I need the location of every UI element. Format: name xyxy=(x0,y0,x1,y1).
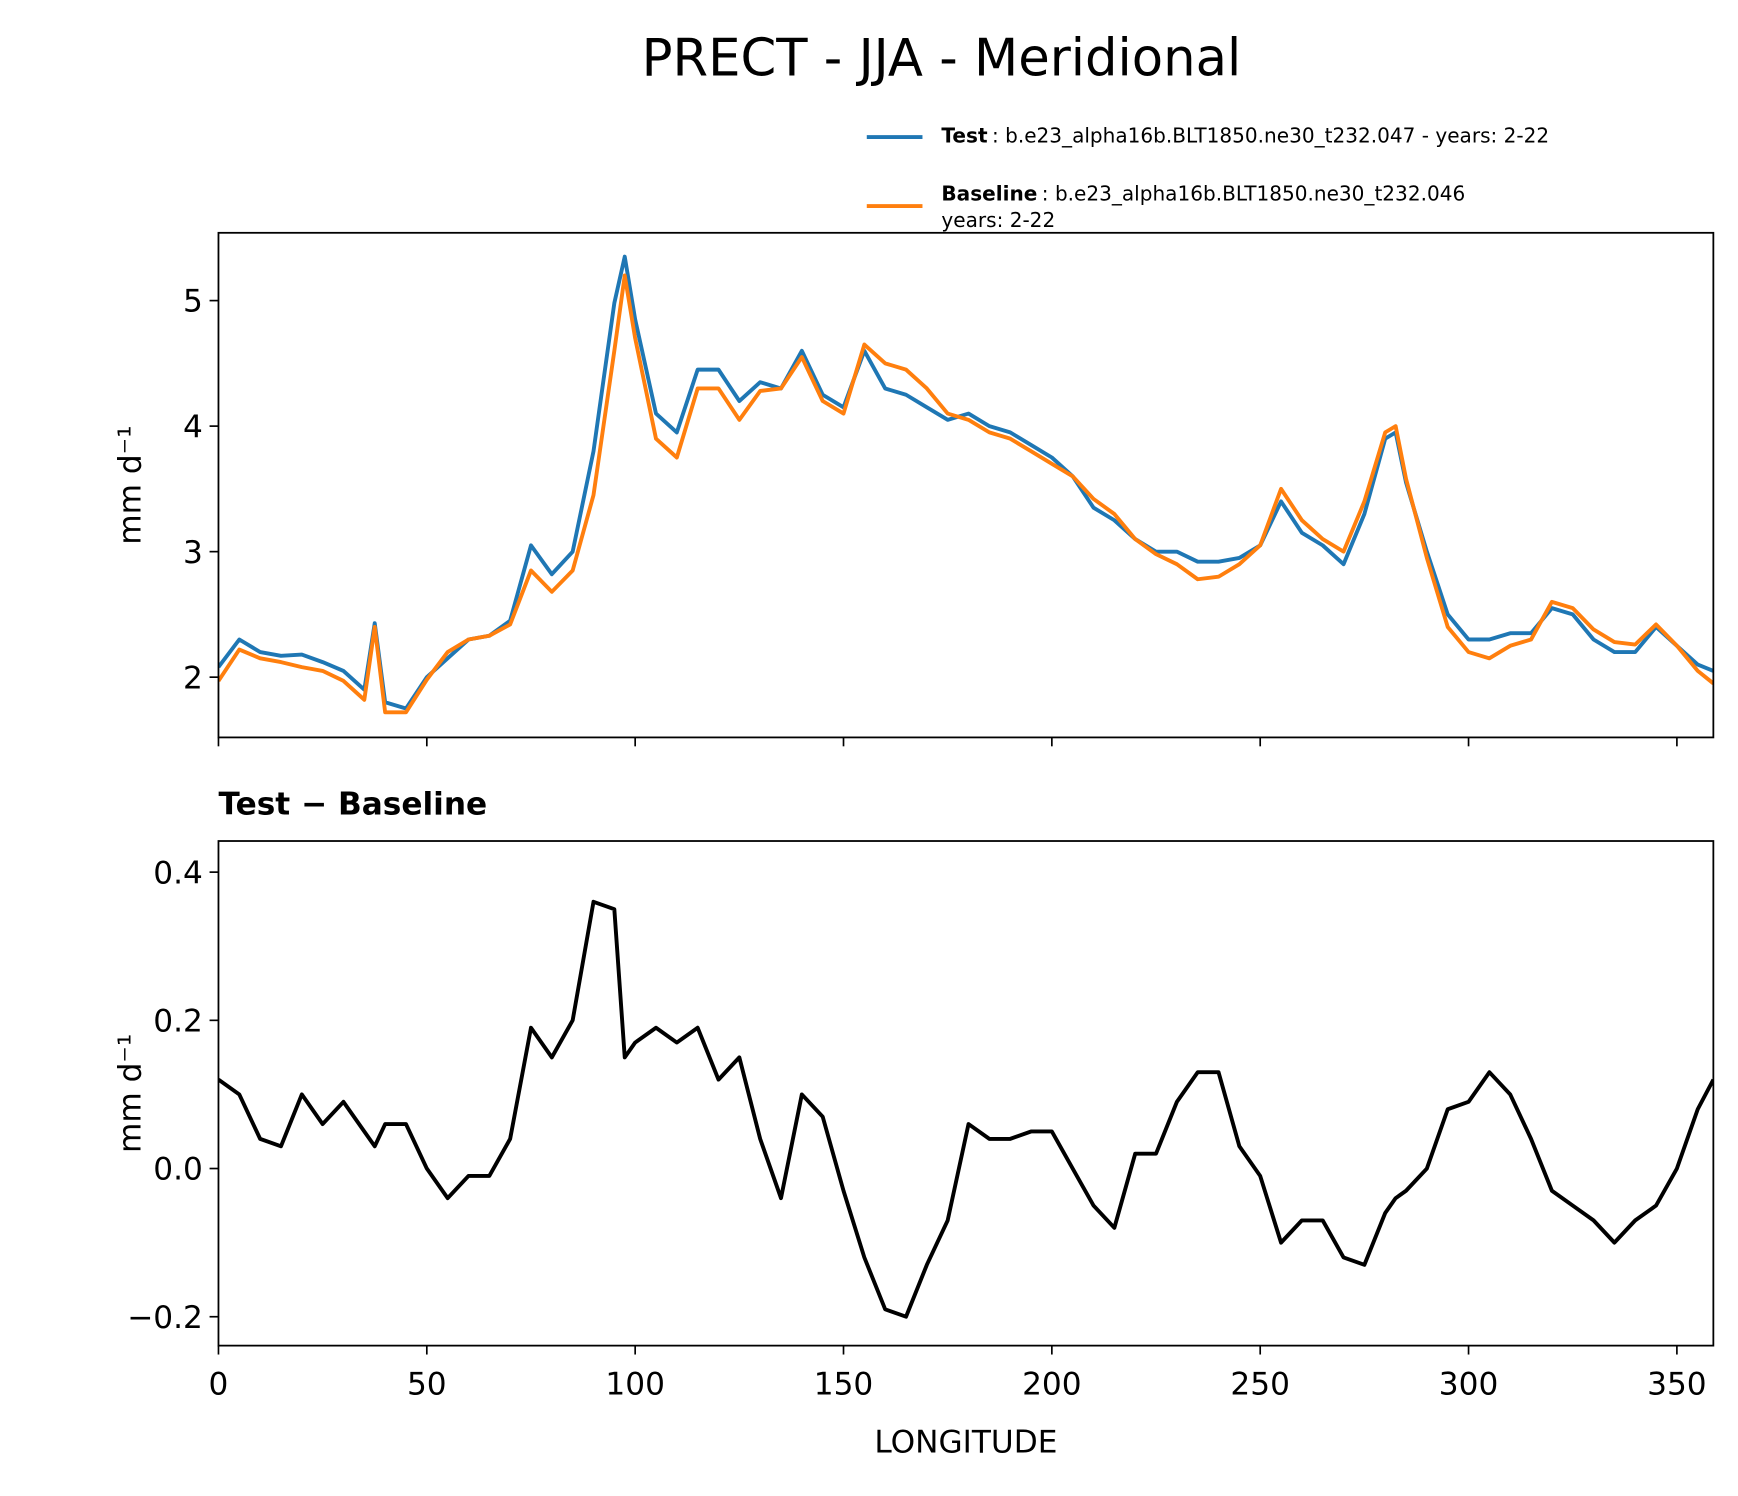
plot-area xyxy=(218,254,1714,715)
x-tick-label: 250 xyxy=(1230,1367,1290,1403)
x-tick-label: 50 xyxy=(407,1367,447,1403)
y-tick-label: 0.0 xyxy=(153,1152,203,1188)
plot-area xyxy=(218,899,1714,1319)
x-axis-label: LONGITUDE xyxy=(874,1425,1057,1461)
plot-frame xyxy=(217,840,1715,1347)
legend-description: years: 2-22 xyxy=(941,208,1055,232)
y-axis-label: mm d⁻¹ xyxy=(112,1034,148,1153)
legend-label: Baseline: b.e23_alpha16b.BLT1850.ne30_t2… xyxy=(941,182,1465,206)
plot-frame xyxy=(217,231,1715,739)
y-tick-label: 0.2 xyxy=(153,1003,203,1039)
x-tick-label: 350 xyxy=(1647,1367,1707,1403)
y-tick-label: 2 xyxy=(183,660,203,696)
legend-name: Test xyxy=(941,124,988,148)
legend-description: : b.e23_alpha16b.BLT1850.ne30_t232.046 xyxy=(1042,182,1465,206)
legend-name: Baseline xyxy=(941,182,1037,206)
legend-description: : b.e23_alpha16b.BLT1850.ne30_t232.047 -… xyxy=(992,124,1549,148)
legend-label: Test: b.e23_alpha16b.BLT1850.ne30_t232.0… xyxy=(941,124,1549,148)
y-tick-label: 4 xyxy=(183,409,203,445)
x-tick-label: 150 xyxy=(814,1367,874,1403)
y-tick-label: 0.4 xyxy=(153,855,203,891)
y-tick-label: −0.2 xyxy=(127,1300,203,1336)
panel-title: Test − Baseline xyxy=(218,786,487,822)
x-tick-label: 300 xyxy=(1439,1367,1499,1403)
figure-title: PRECT - JJA - Meridional xyxy=(642,29,1242,89)
y-tick-label: 3 xyxy=(183,535,203,571)
y-tick-label: 5 xyxy=(183,284,203,320)
data-line xyxy=(218,273,1714,715)
data-line xyxy=(218,254,1714,711)
x-tick-label: 200 xyxy=(1022,1367,1082,1403)
data-line xyxy=(218,899,1714,1319)
x-tick-label: 100 xyxy=(605,1367,665,1403)
y-axis-label: mm d⁻¹ xyxy=(112,425,148,544)
x-tick-label: 0 xyxy=(209,1367,229,1403)
